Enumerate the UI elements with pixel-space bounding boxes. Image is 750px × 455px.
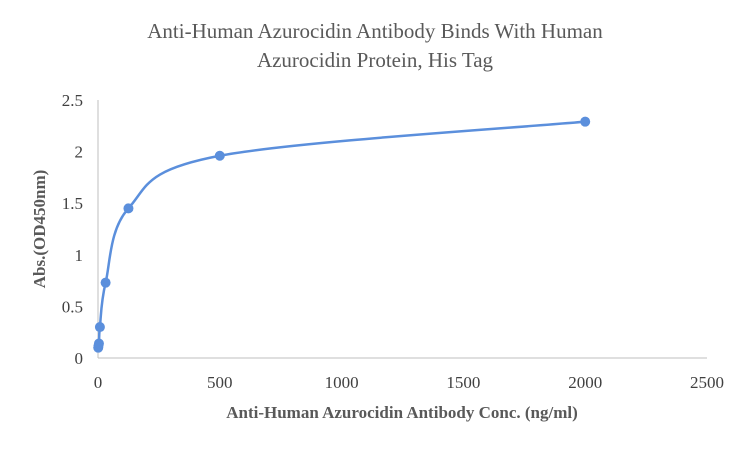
x-tick-label: 500: [207, 373, 233, 392]
x-tick-label: 2500: [690, 373, 724, 392]
y-tick-labels: 0 0.5 1 1.5 2 2.5: [62, 91, 83, 368]
data-point: [100, 277, 111, 288]
y-tick-label: 0.5: [62, 297, 83, 316]
x-tick-label: 0: [94, 373, 103, 392]
x-tick-labels: 0 500 1000 1500 2000 2500: [94, 373, 724, 392]
y-tick-label: 1: [75, 246, 84, 265]
x-tick-label: 1500: [446, 373, 480, 392]
data-point: [123, 203, 134, 214]
x-axis-label: Anti-Human Azurocidin Antibody Conc. (ng…: [226, 403, 578, 422]
series-points: [93, 116, 591, 353]
chart-title-line-2: Azurocidin Protein, His Tag: [257, 48, 494, 72]
x-tick-label: 1000: [325, 373, 359, 392]
y-axis-label: Abs.(OD450nm): [30, 170, 49, 289]
y-tick-label: 2.5: [62, 91, 83, 110]
data-point: [214, 150, 225, 161]
y-tick-label: 1.5: [62, 194, 83, 213]
chart-title-line-1: Anti-Human Azurocidin Antibody Binds Wit…: [147, 19, 603, 43]
y-tick-label: 2: [75, 143, 84, 162]
data-point: [94, 322, 105, 333]
x-tick-label: 2000: [568, 373, 602, 392]
series-line: [96, 120, 587, 349]
y-tick-label: 0: [75, 349, 84, 368]
data-point: [580, 116, 591, 127]
data-point: [93, 338, 104, 349]
